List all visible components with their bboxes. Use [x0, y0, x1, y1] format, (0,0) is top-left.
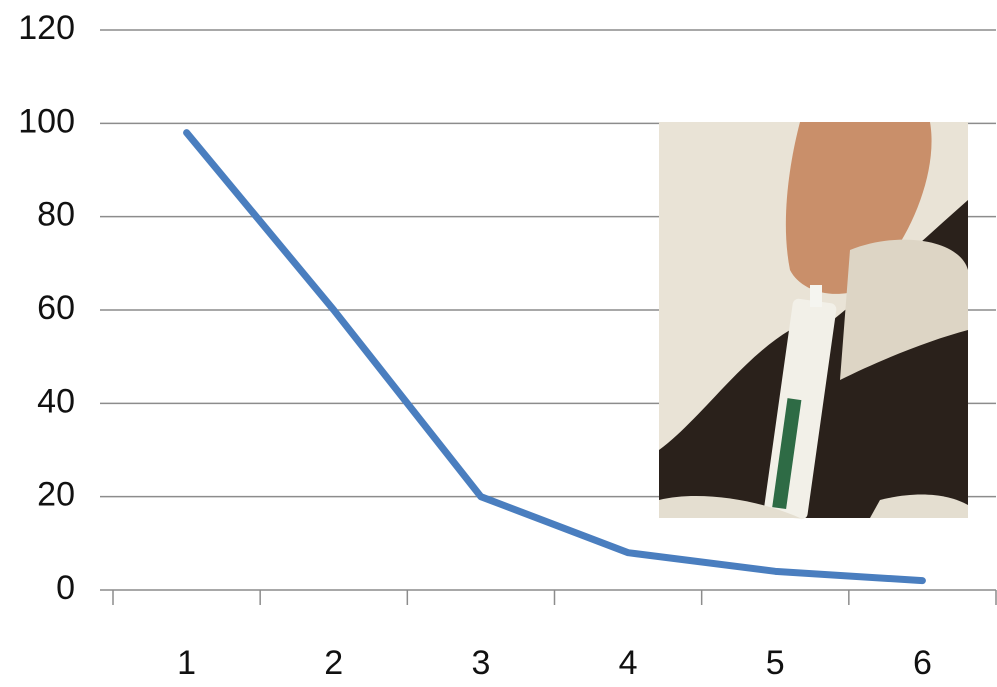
x-tick-label: 2 [324, 644, 343, 682]
x-tick-label: 5 [766, 644, 785, 682]
inset-photo [659, 122, 968, 520]
y-tick-label: 0 [56, 569, 75, 607]
tube-nozzle [810, 285, 822, 307]
y-tick-label: 80 [37, 196, 75, 234]
x-tick-label: 4 [619, 644, 638, 682]
x-tick-label: 6 [913, 644, 932, 682]
x-tick-label: 3 [471, 644, 490, 682]
y-tick-label: 120 [18, 9, 75, 47]
y-tick-label: 60 [37, 289, 75, 327]
y-tick-label: 100 [18, 102, 75, 140]
y-tick-label: 20 [37, 476, 75, 514]
y-tick-label: 40 [37, 382, 75, 420]
chart: 0 20 40 60 80 100 120 1 2 3 4 5 6 [0, 0, 997, 687]
x-tick-label: 1 [177, 644, 196, 682]
